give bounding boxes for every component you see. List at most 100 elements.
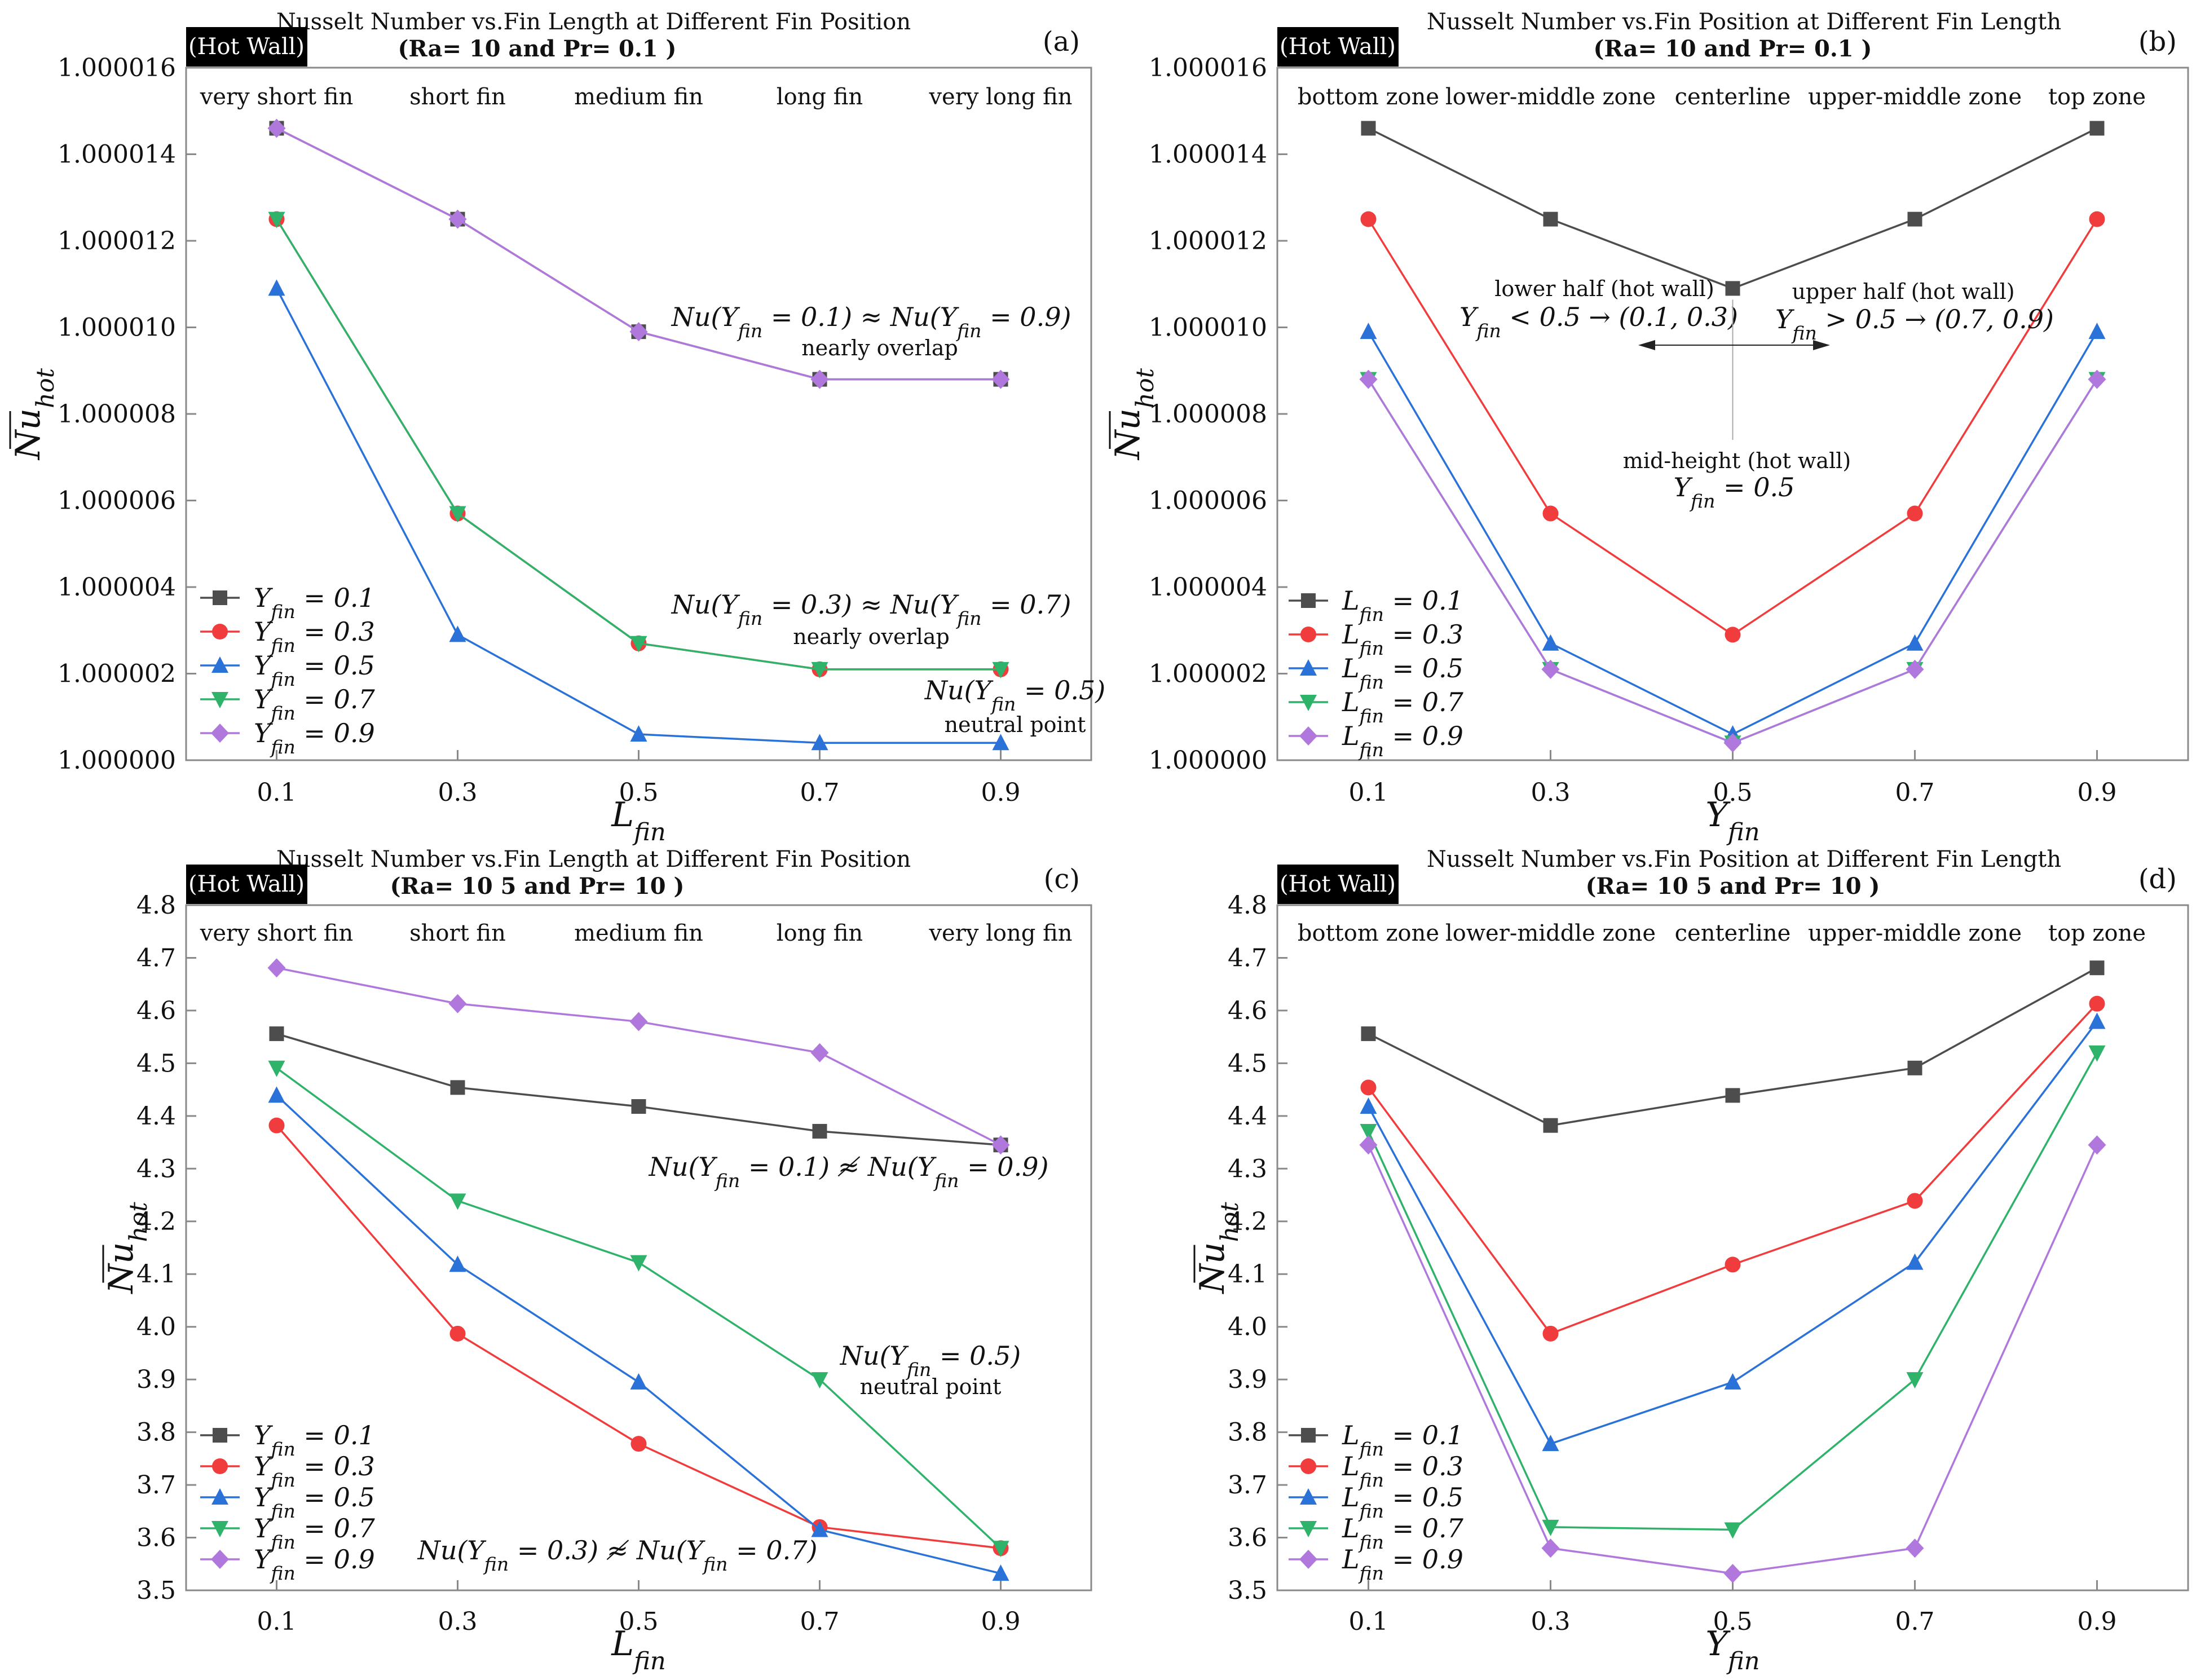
data-point (1360, 1079, 1377, 1096)
category-label: bottom zone (1298, 920, 1439, 946)
data-point (1360, 1123, 1377, 1140)
y-tick-label: 1.000012 (58, 227, 176, 255)
data-point (267, 118, 286, 138)
x-tick-label: 0.1 (257, 1607, 297, 1636)
chart-panel-b: 1.000000 1.000002 1.000004 1.000006 1.000008… (1108, 9, 2189, 846)
badge-text: (Hot Wall) (188, 871, 305, 897)
data-point (268, 1117, 285, 1134)
badge-text: (Hot Wall) (1280, 871, 1396, 897)
y-tick-label: 3.9 (136, 1365, 176, 1394)
x-tick-label: 0.1 (1349, 778, 1388, 807)
annotation: Yfin < 0.5 → (0.1, 0.3) (1459, 302, 1738, 342)
annotation: Nu(Yfin = 0.5) (924, 675, 1106, 715)
series-4 (268, 211, 1009, 678)
legend-label: Yfin = 0.7 (254, 684, 375, 724)
y-tick-label: 1.000014 (1149, 140, 1267, 169)
x-axis-label: Yfin (1705, 795, 1759, 846)
data-point (268, 1060, 285, 1077)
category-label: centerline (1675, 84, 1791, 110)
legend-marker (211, 1521, 228, 1537)
y-tick-label: 4.3 (136, 1154, 176, 1183)
data-point (1361, 1026, 1376, 1042)
data-point (992, 1541, 1009, 1558)
series-1 (1361, 121, 2105, 296)
arrow-head-right (1813, 340, 1830, 350)
data-point (1543, 211, 1558, 227)
data-point (1725, 1088, 1740, 1103)
data-point (1906, 659, 1924, 679)
data-point (992, 1564, 1009, 1581)
legend-label: Yfin = 0.3 (254, 1451, 375, 1491)
hot-wall-badge: (Hot Wall) (186, 27, 307, 67)
legend-label: Yfin = 0.9 (254, 718, 375, 758)
legend-marker (212, 624, 228, 640)
x-tick-label: 0.1 (257, 778, 297, 807)
chart-title: Nusselt Number vs.Fin Position at Differ… (1427, 846, 2061, 872)
series-line (276, 1067, 1002, 1549)
data-point (810, 1043, 829, 1062)
x-tick-label: 0.9 (981, 1607, 1021, 1636)
legend-marker (1300, 1458, 1316, 1474)
y-axis-label-group: Nuhot (8, 368, 60, 461)
badge-text: (Hot Wall) (1280, 34, 1396, 60)
category-label: centerline (1675, 920, 1791, 946)
badge-background (1277, 27, 1399, 67)
legend-marker (1300, 695, 1317, 711)
x-tick-label: 0.5 (619, 778, 659, 807)
y-axis-label: Nuhot (1193, 1202, 1244, 1295)
category-label: lower-middle zone (1445, 84, 1656, 110)
data-point (449, 506, 466, 523)
y-tick-label: 1.000006 (58, 487, 176, 515)
legend-label: Yfin = 0.7 (254, 1513, 375, 1553)
series-line (276, 967, 1002, 1146)
y-tick-label: 4.5 (1228, 1049, 1267, 1078)
data-point (1724, 1373, 1741, 1390)
badge-background (186, 27, 307, 67)
category-label: long fin (777, 920, 863, 946)
x-tick-label: 0.3 (1531, 1607, 1571, 1636)
y-tick-label: 1.000010 (58, 314, 176, 342)
y-tick-label: 3.5 (1228, 1576, 1267, 1605)
data-point (268, 211, 285, 228)
data-point (1906, 1253, 1924, 1270)
chart-title: Nusselt Number vs.Fin Length at Differen… (276, 846, 911, 872)
category-label: upper-middle zone (1808, 920, 2022, 946)
legend-label: Lfin = 0.1 (1342, 585, 1463, 625)
legend-marker (1300, 1488, 1317, 1505)
data-point (2089, 211, 2105, 227)
x-tick-label: 0.3 (438, 1607, 478, 1636)
data-point (1907, 505, 1923, 522)
data-point (2088, 369, 2106, 389)
chart-panel-d: 3.5 3.6 3.7 3.8 3.9 4.0 4.1 4.2 4.3 4.4 4.5 4.6 4.7 4… (1193, 846, 2189, 1675)
data-point (2089, 995, 2105, 1012)
legend-marker (211, 724, 229, 743)
data-point (449, 1325, 466, 1342)
annotation: Yfin = 0.5 (1674, 472, 1795, 512)
y-tick-label: 4.0 (136, 1313, 176, 1342)
data-point (448, 209, 467, 229)
chart-subtitle: (Ra= 10 5 and Pr= 10 ) (1586, 873, 1880, 899)
legend-label: Lfin = 0.7 (1342, 687, 1464, 727)
data-point (1907, 1060, 1922, 1075)
category-label: very long fin (928, 84, 1072, 110)
data-point (1725, 1256, 1741, 1273)
data-point (629, 1012, 648, 1031)
annotation: Nu(Yfin = 0.5) (840, 1341, 1021, 1381)
data-point (1906, 634, 1924, 651)
y-tick-label: 1.000004 (1149, 573, 1267, 602)
y-axis-label: Nuhot (8, 368, 60, 461)
series-1 (269, 1026, 1008, 1153)
x-tick-label: 0.7 (800, 778, 840, 807)
data-point (1542, 505, 1559, 522)
badge-text: (Hot Wall) (188, 34, 305, 60)
data-point (1906, 1538, 1924, 1558)
y-tick-label: 1.000000 (58, 746, 176, 775)
y-tick-label: 4.7 (136, 943, 176, 972)
data-point (630, 1255, 647, 1272)
panel-label: (c) (1044, 863, 1080, 895)
data-point (1541, 1538, 1560, 1558)
legend-marker (211, 656, 228, 673)
category-label: medium fin (574, 920, 703, 946)
category-label: very short fin (200, 920, 353, 946)
